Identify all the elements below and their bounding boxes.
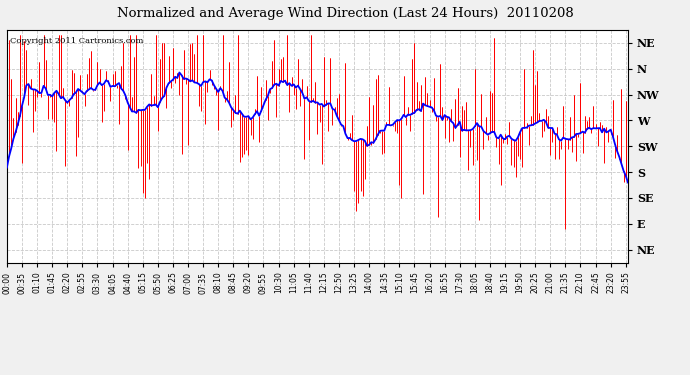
Text: Normalized and Average Wind Direction (Last 24 Hours)  20110208: Normalized and Average Wind Direction (L… bbox=[117, 8, 573, 21]
Text: Copyright 2011 Cartronics.com: Copyright 2011 Cartronics.com bbox=[10, 37, 144, 45]
